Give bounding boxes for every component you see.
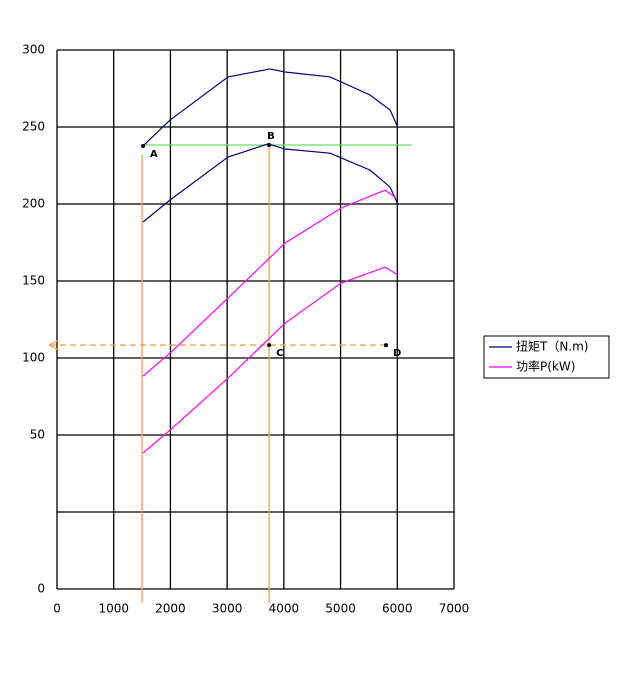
x-tick-label: 4000 (269, 602, 300, 616)
point-label: A (150, 149, 158, 160)
y-tick-label: 150 (22, 274, 45, 288)
x-tick-label: 3000 (212, 602, 243, 616)
y-tick-label: 300 (22, 43, 45, 57)
x-tick-label: 1000 (98, 602, 129, 616)
legend-box (483, 335, 610, 379)
origin-label: 0 (37, 582, 45, 596)
point-label: C (276, 348, 283, 359)
y-tick-label: 200 (22, 197, 45, 211)
point-label: B (267, 131, 275, 142)
x-tick-label: 7000 (439, 602, 470, 616)
point (267, 143, 272, 148)
point (383, 343, 388, 348)
point (141, 143, 146, 148)
y-tick-label: 250 (22, 120, 45, 134)
x-tick-label: 2000 (155, 602, 186, 616)
point-label: D (393, 348, 401, 359)
y-tick-label: 50 (30, 428, 45, 442)
y-tick-label: 100 (22, 351, 45, 365)
legend-label: 扭矩T（N.m) (516, 340, 589, 354)
series-line (142, 143, 399, 223)
x-tick-label: 0 (53, 602, 61, 616)
x-tick-label: 5000 (325, 602, 356, 616)
x-tick-label: 6000 (382, 602, 413, 616)
series-line (142, 266, 399, 454)
point (267, 343, 272, 348)
series-line (142, 189, 397, 377)
series-line (142, 68, 399, 147)
legend-label: 功率P(kW) (516, 359, 575, 374)
